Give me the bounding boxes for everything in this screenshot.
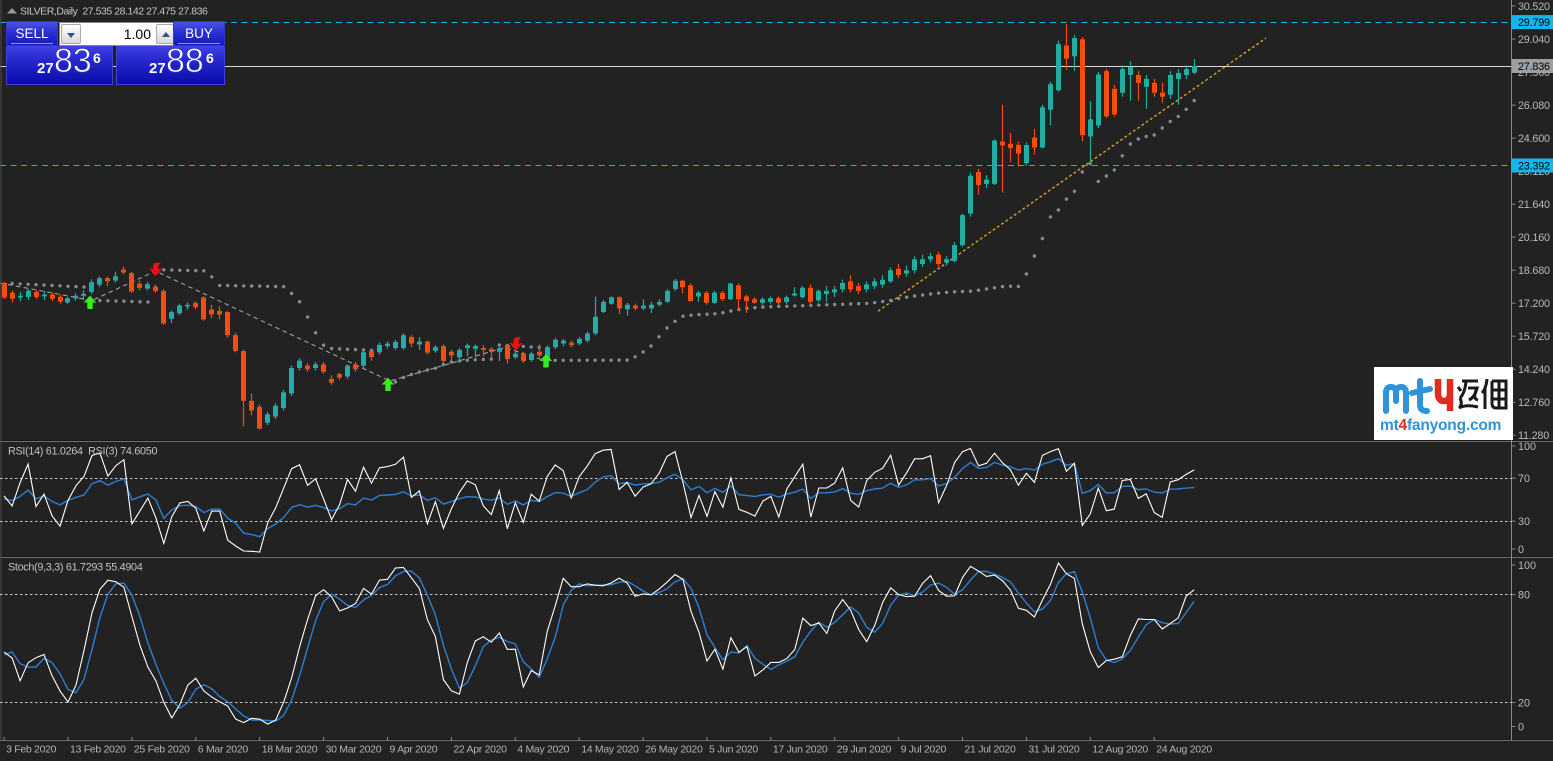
- svg-text:31 Jul 2020: 31 Jul 2020: [1028, 744, 1079, 756]
- svg-text:Stoch(9,3,3) 61.7293 55.4904: Stoch(9,3,3) 61.7293 55.4904: [8, 562, 143, 574]
- svg-text:30.520: 30.520: [1518, 1, 1550, 13]
- svg-text:20: 20: [1518, 697, 1530, 709]
- svg-text:11.280: 11.280: [1518, 430, 1549, 442]
- svg-text:30: 30: [1518, 516, 1530, 528]
- svg-text:15.720: 15.720: [1518, 331, 1550, 343]
- svg-text:29.799: 29.799: [1518, 17, 1550, 29]
- svg-text:18 Mar 2020: 18 Mar 2020: [262, 744, 318, 756]
- svg-text:13 Feb 2020: 13 Feb 2020: [70, 744, 126, 756]
- svg-text:12.760: 12.760: [1518, 397, 1550, 409]
- svg-text:0: 0: [1518, 721, 1524, 733]
- svg-text:mt4fanyong.com: mt4fanyong.com: [1380, 417, 1501, 434]
- svg-text:70: 70: [1518, 473, 1530, 485]
- svg-text:80: 80: [1518, 589, 1530, 601]
- svg-text:17 Jun 2020: 17 Jun 2020: [773, 744, 828, 756]
- svg-text:23.392: 23.392: [1518, 160, 1550, 172]
- svg-text:5 Jun 2020: 5 Jun 2020: [709, 744, 758, 756]
- svg-text:14 May 2020: 14 May 2020: [581, 744, 639, 756]
- svg-text:21 Jul 2020: 21 Jul 2020: [965, 744, 1016, 756]
- svg-text:29.040: 29.040: [1518, 34, 1550, 46]
- svg-text:100: 100: [1518, 560, 1536, 572]
- svg-text:3 Feb 2020: 3 Feb 2020: [6, 744, 57, 756]
- svg-text:4 May 2020: 4 May 2020: [517, 744, 569, 756]
- svg-text:SILVER,Daily 27.535 28.142 27: SILVER,Daily 27.535 28.142 27.475 27.836: [20, 6, 208, 18]
- svg-text:0: 0: [1518, 544, 1524, 556]
- svg-text:6 Mar 2020: 6 Mar 2020: [198, 744, 249, 756]
- svg-text:20.160: 20.160: [1518, 232, 1550, 244]
- svg-text:26 May 2020: 26 May 2020: [645, 744, 703, 756]
- svg-text:100: 100: [1518, 441, 1536, 453]
- svg-text:27.836: 27.836: [1518, 61, 1550, 73]
- svg-text:24 Aug 2020: 24 Aug 2020: [1156, 744, 1212, 756]
- svg-text:25 Feb 2020: 25 Feb 2020: [134, 744, 190, 756]
- svg-text:12 Aug 2020: 12 Aug 2020: [1092, 744, 1148, 756]
- svg-text:24.600: 24.600: [1518, 133, 1550, 145]
- svg-text:14.240: 14.240: [1518, 364, 1550, 376]
- svg-text:29 Jun 2020: 29 Jun 2020: [837, 744, 892, 756]
- svg-text:21.640: 21.640: [1518, 199, 1550, 211]
- svg-text:RSI(14) 61.0264 RSI(3) 74.605: RSI(14) 61.0264 RSI(3) 74.6050: [8, 446, 157, 458]
- svg-text:17.200: 17.200: [1518, 298, 1550, 310]
- svg-text:9 Jul 2020: 9 Jul 2020: [901, 744, 947, 756]
- svg-text:30 Mar 2020: 30 Mar 2020: [326, 744, 382, 756]
- svg-text:9 Apr 2020: 9 Apr 2020: [390, 744, 438, 756]
- svg-text:26.080: 26.080: [1518, 100, 1550, 112]
- svg-text:22 Apr 2020: 22 Apr 2020: [453, 744, 507, 756]
- svg-text:18.680: 18.680: [1518, 265, 1550, 277]
